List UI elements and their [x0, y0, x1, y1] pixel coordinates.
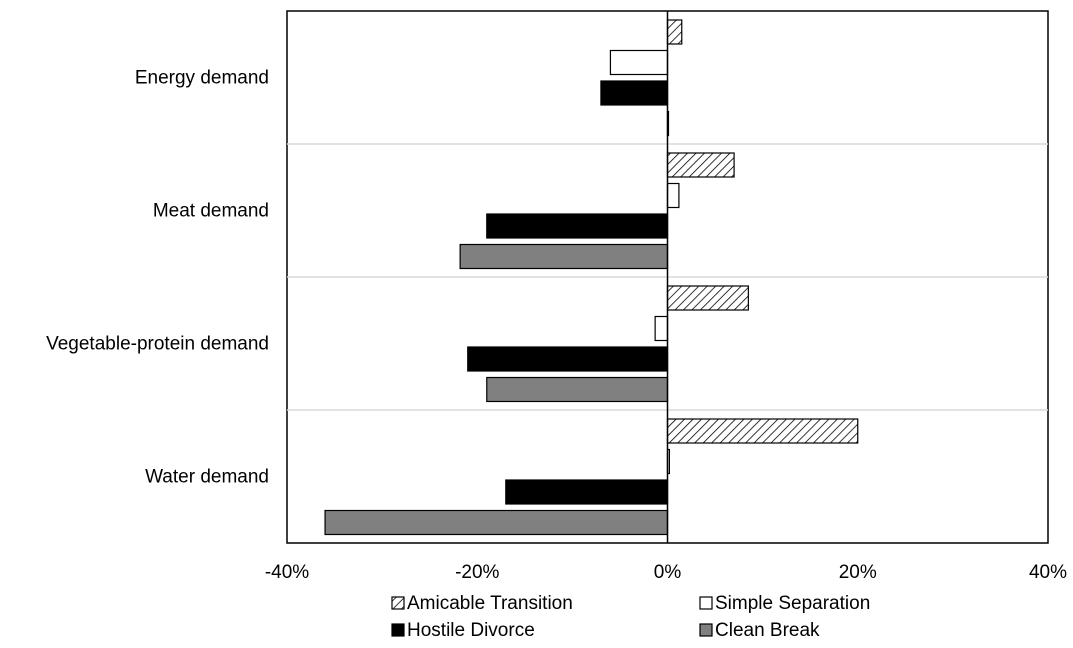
bar	[459, 243, 669, 270]
legend-label: Amicable Transition	[407, 593, 573, 614]
x-tick-labels: -40% -20% 0% 20% 40%	[265, 562, 1067, 583]
bar	[666, 19, 683, 45]
x-tick-label: -20%	[455, 562, 499, 583]
bar	[654, 315, 669, 342]
legend-label: Simple Separation	[715, 593, 870, 614]
category-label: Energy demand	[135, 68, 269, 89]
x-tick-label: -40%	[265, 562, 309, 583]
x-tick-label: 0%	[654, 562, 682, 583]
category-label: Water demand	[145, 467, 269, 488]
bars	[324, 19, 859, 536]
category-labels: Energy demand Meat demand Vegetable-protei…	[46, 68, 269, 488]
bar	[666, 418, 859, 444]
category-label: Vegetable-protein demand	[46, 334, 269, 355]
bar	[505, 479, 669, 505]
bar	[666, 285, 749, 311]
legend-swatch	[699, 623, 713, 637]
bar	[486, 376, 669, 403]
category-label: Meat demand	[153, 201, 269, 222]
bar	[467, 346, 669, 372]
x-tick-label: 40%	[1029, 562, 1067, 583]
bar	[486, 213, 669, 239]
legend-swatch	[391, 623, 405, 637]
legend-swatch	[391, 596, 405, 610]
bar	[324, 509, 669, 536]
legend-label: Hostile Divorce	[407, 620, 535, 641]
x-tick-label: 20%	[839, 562, 877, 583]
bar	[666, 152, 735, 178]
legend-swatch	[699, 596, 713, 610]
legend: Amicable Transition Simple Separation Host…	[391, 593, 870, 641]
legend-label: Clean Break	[715, 620, 820, 641]
bar	[609, 49, 669, 76]
bar	[600, 80, 669, 106]
bar	[666, 182, 680, 209]
